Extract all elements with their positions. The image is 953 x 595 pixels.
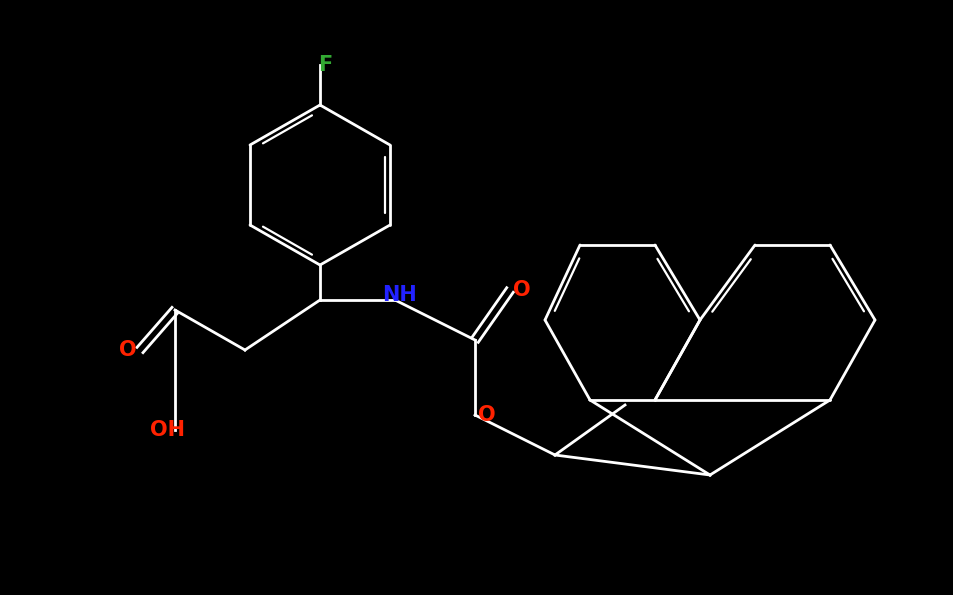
- Text: NH: NH: [382, 285, 417, 305]
- Text: F: F: [317, 55, 332, 75]
- Text: O: O: [119, 340, 136, 360]
- Text: O: O: [513, 280, 530, 300]
- Text: OH: OH: [150, 420, 184, 440]
- Text: O: O: [477, 405, 496, 425]
